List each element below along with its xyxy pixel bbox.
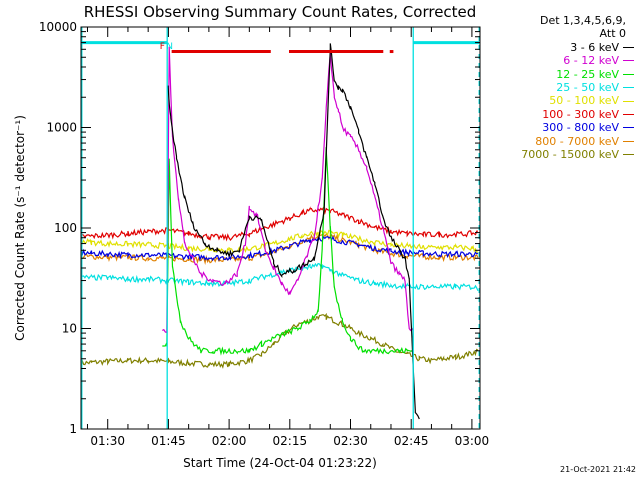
state-marker-f: F <box>160 42 165 52</box>
series-line-12-25kevkev <box>162 147 414 356</box>
legend-label: 50 - 100 keV <box>549 94 619 108</box>
x-tick-label: 02:00 <box>212 434 247 448</box>
legend-entry: 800 - 7000 keV <box>484 135 634 148</box>
y-tick-label: 10 <box>62 322 77 336</box>
legend-label: 800 - 7000 keV <box>535 134 619 148</box>
legend-entry: 50 - 100 keV <box>484 94 634 107</box>
legend-swatch <box>623 87 634 89</box>
legend-label: 6 - 12 keV <box>563 54 619 68</box>
axes: 01:30 01:45 02:00 02:15 02:30 02:45 03:00 1 10 10… <box>39 20 489 448</box>
x-tick-label: 02:15 <box>273 434 308 448</box>
state-marker-n: N <box>166 42 173 52</box>
legend-entry: 300 - 800 keV <box>484 121 634 134</box>
legend-swatch <box>623 100 634 102</box>
x-tick-label: 01:45 <box>151 434 186 448</box>
y-tick-label: 1000 <box>46 121 77 135</box>
legend-entry: 100 - 300 keV <box>484 108 634 121</box>
legend-entry: 25 - 50 keV <box>484 81 634 94</box>
legend-label: 300 - 800 keV <box>542 121 619 135</box>
legend-header-line-2: Att 0 <box>599 27 626 41</box>
legend-entry: 12 - 25 keV <box>484 68 634 81</box>
y-tick-label: 100 <box>54 221 77 235</box>
legend-swatch <box>623 47 634 49</box>
legend-swatch <box>623 127 634 129</box>
chart-title: RHESSI Observing Summary Count Rates, Co… <box>84 3 477 21</box>
series-line-6-12kevkev <box>162 46 414 334</box>
x-tick-label: 03:00 <box>455 434 490 448</box>
series-line-50-100kevkev <box>81 229 479 254</box>
y-axis-title: Corrected Count Rate (s⁻¹ detector⁻¹) <box>13 115 27 341</box>
plot-clip-group <box>81 27 480 429</box>
legend-swatch <box>623 140 634 142</box>
legend-label: 3 - 6 keV <box>570 40 619 54</box>
legend-swatch <box>623 154 634 156</box>
legend-header-line-1: Det 1,3,4,5,6,9, <box>539 14 626 27</box>
timestamp: 21-Oct-2021 21:42 <box>560 465 636 474</box>
series-line-7000-15000kevkev <box>81 312 479 369</box>
series-line-3-6kevkev <box>167 43 420 420</box>
legend-label: 25 - 50 keV <box>556 81 619 95</box>
legend-swatch <box>623 73 634 75</box>
x-tick-label: 02:45 <box>394 434 429 448</box>
series-line-300-800kevkev <box>81 235 479 262</box>
series-line-100-300kevkev <box>81 206 479 242</box>
legend-swatch <box>623 114 634 116</box>
x-tick-label: 02:30 <box>333 434 368 448</box>
series-line-800-7000kevkev <box>81 233 479 265</box>
legend: Det 1,3,4,5,6,9, Att 0 3 - 6 keV 6 - 12 k… <box>484 14 634 161</box>
y-tick-label: 10000 <box>39 20 77 34</box>
legend-entry: 3 - 6 keV <box>484 41 634 54</box>
legend-entry: 6 - 12 keV <box>484 54 634 67</box>
legend-entry: 7000 - 15000 keV <box>484 148 634 161</box>
legend-label: 12 - 25 keV <box>556 67 619 81</box>
legend-swatch <box>623 60 634 62</box>
x-axis-title: Start Time (24-Oct-04 01:23:22) <box>183 456 377 470</box>
y-tick-label: 1 <box>69 422 77 436</box>
x-tick-label: 01:30 <box>90 434 125 448</box>
plot-frame <box>80 26 481 430</box>
legend-label: 100 - 300 keV <box>542 107 619 121</box>
legend-label: 7000 - 15000 keV <box>521 148 619 162</box>
